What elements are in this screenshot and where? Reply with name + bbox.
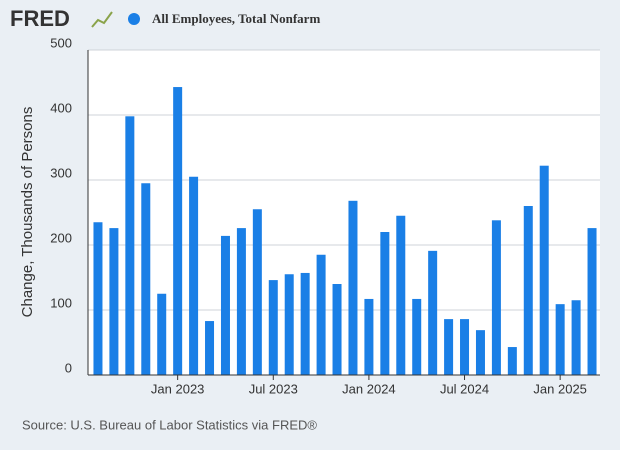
source: Source: U.S. Bureau of Labor Statistics …	[22, 417, 317, 432]
bar	[428, 250, 438, 375]
bar	[316, 254, 326, 375]
bar	[475, 330, 485, 375]
bar	[93, 222, 103, 375]
bar	[507, 347, 517, 375]
bar	[396, 215, 406, 375]
bar	[412, 298, 422, 375]
bar	[173, 87, 183, 376]
bar	[523, 206, 533, 375]
bar	[460, 319, 470, 375]
bar	[205, 321, 215, 375]
y-axis-label: Change, Thousands of Persons	[19, 107, 36, 318]
y-tick-label: 100	[50, 295, 72, 310]
bar	[444, 319, 454, 375]
bar	[268, 280, 278, 375]
bar	[109, 228, 119, 375]
y-tick-label: 400	[50, 100, 72, 115]
bar	[364, 298, 374, 375]
x-tick-label: Jul 2023	[249, 381, 298, 396]
bar	[125, 116, 135, 376]
logo-icon	[91, 11, 113, 28]
bar	[491, 220, 501, 375]
bar	[587, 228, 597, 375]
y-tick-label: 0	[65, 360, 72, 375]
x-tick-label: Jan 2023	[151, 381, 205, 396]
bar	[571, 300, 581, 375]
x-tick-label: Jan 2024	[342, 381, 396, 396]
bar	[141, 183, 151, 375]
y-tick-label: 500	[50, 35, 72, 50]
bar	[284, 274, 294, 375]
bar	[380, 232, 390, 375]
bar	[348, 200, 358, 375]
bar	[300, 272, 310, 375]
legend-label: All Employees, Total Nonfarm	[152, 11, 320, 26]
bar	[332, 284, 342, 375]
bar	[252, 209, 262, 375]
legend-marker	[128, 13, 140, 25]
logo: FRED	[10, 6, 70, 31]
bar	[220, 235, 230, 375]
y-tick-label: 200	[50, 230, 72, 245]
bar	[539, 165, 549, 375]
bar	[555, 304, 565, 375]
bar	[189, 176, 199, 375]
y-tick-label: 300	[50, 165, 72, 180]
x-tick-label: Jul 2024	[440, 381, 489, 396]
bar	[236, 228, 246, 375]
x-tick-label: Jan 2025	[533, 381, 587, 396]
bar	[157, 293, 167, 375]
